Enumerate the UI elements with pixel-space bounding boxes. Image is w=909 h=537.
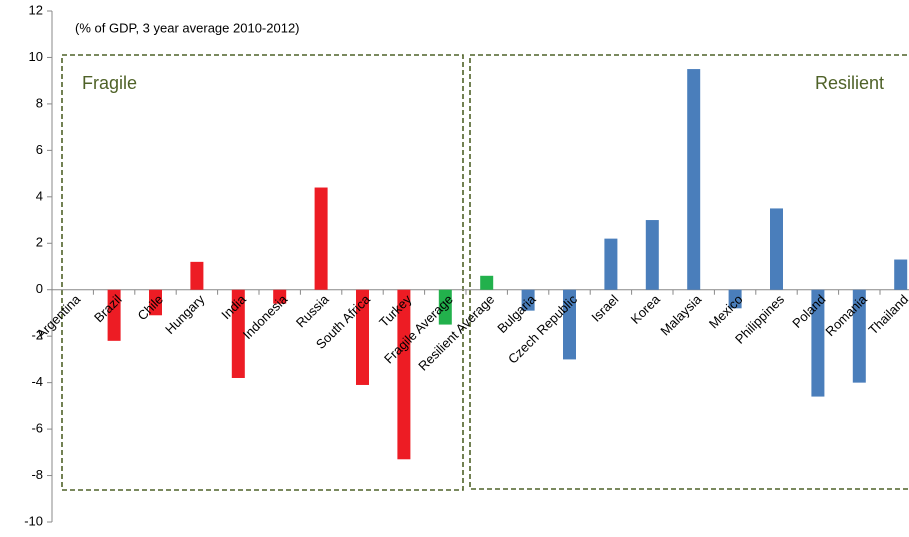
x-tick-label: Thailand <box>865 292 909 338</box>
bar <box>273 289 287 304</box>
bar <box>811 289 825 397</box>
y-tick-label: -2 <box>31 328 43 343</box>
y-tick-label: 0 <box>36 281 43 296</box>
subtitle: (% of GDP, 3 year average 2010-2012) <box>75 20 300 35</box>
bar <box>397 289 411 460</box>
y-tick-label: -6 <box>31 421 43 436</box>
bar <box>521 289 535 311</box>
bar <box>728 289 742 309</box>
bar <box>770 208 783 290</box>
x-tick-label: Korea <box>628 291 664 327</box>
x-tick-label: Indonesia <box>240 291 291 342</box>
bar <box>563 289 576 360</box>
x-tick-label: Resilient Average <box>415 292 497 374</box>
bar <box>852 289 866 383</box>
bar <box>480 275 494 290</box>
bar <box>107 289 121 341</box>
x-tick-label: Israel <box>588 292 621 325</box>
y-tick-label: 6 <box>36 142 43 157</box>
fragile-box <box>61 54 464 491</box>
bar <box>604 238 618 290</box>
bar <box>894 259 908 290</box>
y-tick-label: -10 <box>24 513 43 528</box>
y-tick-label: 8 <box>36 95 43 110</box>
x-tick-label: Argentina <box>33 291 84 342</box>
y-tick-label: 2 <box>36 235 43 250</box>
bar <box>687 69 701 290</box>
x-tick-label: Malaysia <box>657 291 704 338</box>
group-label: Resilient <box>815 73 884 93</box>
y-tick-label: 12 <box>29 2 43 17</box>
bar <box>190 261 204 290</box>
x-tick-label: Russia <box>293 291 332 330</box>
y-tick-label: 4 <box>36 188 43 203</box>
bar <box>645 220 659 290</box>
bar <box>314 187 328 290</box>
y-tick-label: -4 <box>31 374 43 389</box>
x-tick-label: Hungary <box>162 291 208 337</box>
bar <box>149 289 162 316</box>
bar <box>438 289 452 325</box>
x-tick-label: Mexico <box>706 292 746 332</box>
bar <box>356 289 369 385</box>
bar <box>231 289 245 378</box>
y-tick-label: -8 <box>31 467 43 482</box>
group-label: Fragile <box>82 73 137 93</box>
y-tick-label: 10 <box>29 49 43 64</box>
